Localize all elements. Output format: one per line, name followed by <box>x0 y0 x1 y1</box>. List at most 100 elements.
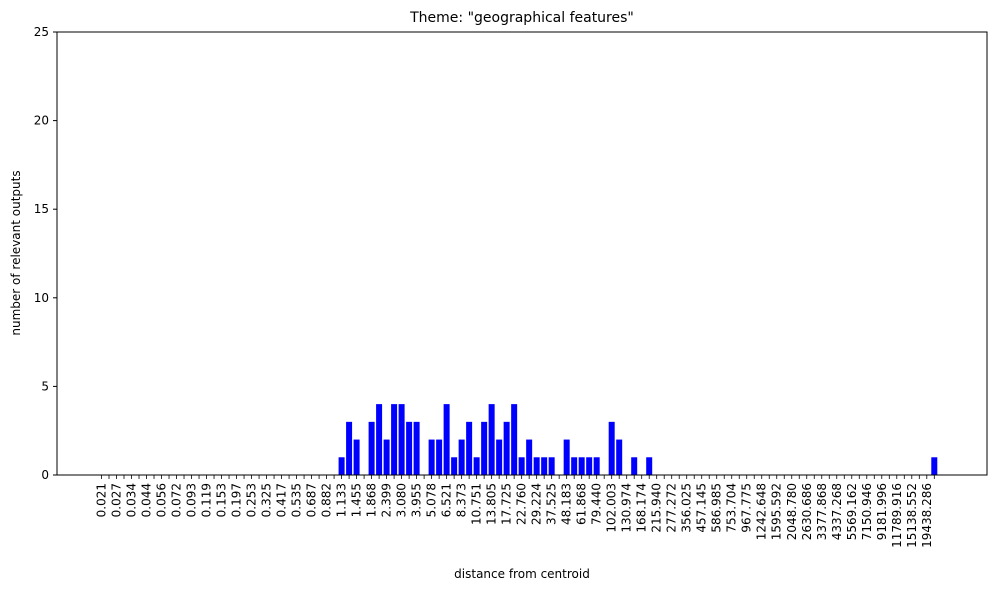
y-tick-label: 20 <box>34 114 49 128</box>
x-tick-label: 79.440 <box>590 483 604 525</box>
x-tick-label: 0.687 <box>305 483 319 517</box>
x-tick-label: 29.224 <box>530 483 544 525</box>
bar-37.525 <box>548 457 555 475</box>
x-tick-label: 102.003 <box>605 483 619 533</box>
y-tick-label: 15 <box>34 202 49 216</box>
bar-9.488 <box>466 421 473 475</box>
x-tick-label: 22.760 <box>515 483 529 525</box>
bar-1.455 <box>353 439 360 475</box>
x-axis-title: distance from centroid <box>454 567 590 581</box>
x-tick-label: 1.868 <box>365 483 379 517</box>
x-tick-label: 356.025 <box>680 483 694 533</box>
x-tick-label: 3377.868 <box>815 483 829 540</box>
x-tick-label: 0.325 <box>260 483 274 517</box>
x-tick-label: 0.021 <box>95 483 109 517</box>
x-tick-label: 277.272 <box>665 483 679 533</box>
x-axis: 0.021 0.027 0.034 0.044 0.056 0.072 0.093 0.119… <box>95 475 935 548</box>
bar-15.643 <box>496 439 503 475</box>
bar-33.115 <box>541 457 548 475</box>
x-tick-label: 457.145 <box>695 483 709 533</box>
bar-25.790 <box>526 439 533 475</box>
x-tick-label: 3.080 <box>395 483 409 517</box>
x-tick-label: 0.119 <box>200 483 214 517</box>
bars-group <box>338 404 938 475</box>
bar-48.183 <box>563 439 570 475</box>
x-tick-label: 0.056 <box>155 483 169 517</box>
y-tick-label: 10 <box>34 291 49 305</box>
x-tick-label: 10.751 <box>470 483 484 525</box>
x-tick-label: 130.974 <box>620 483 634 533</box>
x-tick-label: 1.133 <box>335 483 349 517</box>
y-tick-label: 0 <box>41 468 49 482</box>
chart-title: Theme: "geographical features" <box>409 10 634 26</box>
plot-frame <box>56 31 988 476</box>
x-tick-label: 168.174 <box>635 483 649 533</box>
x-tick-label: 11789.916 <box>890 483 904 548</box>
x-tick-label: 8.373 <box>455 483 469 517</box>
x-tick-label: 0.197 <box>230 483 244 517</box>
x-tick-label: 7150.946 <box>860 483 874 540</box>
bar-22026.466 <box>931 457 938 475</box>
x-tick-label: 19438.286 <box>920 483 934 548</box>
x-tick-label: 61.868 <box>575 483 589 525</box>
x-tick-label: 48.183 <box>560 483 574 525</box>
x-tick-label: 2048.780 <box>785 483 799 540</box>
x-tick-label: 0.535 <box>290 483 304 517</box>
y-axis-title: number of relevant outputs <box>9 170 23 335</box>
bar-6.521 <box>443 404 450 475</box>
x-tick-label: 0.027 <box>110 483 124 517</box>
bar-22.760 <box>518 457 525 475</box>
bar-1.284 <box>346 421 353 475</box>
x-tick-label: 4337.268 <box>830 483 844 540</box>
x-tick-label: 1242.648 <box>755 483 769 540</box>
bar-2.117 <box>376 404 383 475</box>
x-tick-label: 9181.996 <box>875 483 889 540</box>
y-axis: 0 5 10 15 20 25 <box>34 25 57 482</box>
bar-148.413 <box>631 457 638 475</box>
x-tick-label: 6.521 <box>440 483 454 517</box>
x-tick-label: 0.034 <box>125 483 139 517</box>
bar-29.224 <box>533 457 540 475</box>
x-tick-label: 15138.552 <box>905 483 919 548</box>
x-tick-label: 967.775 <box>740 483 754 533</box>
bar-20.086 <box>511 404 518 475</box>
x-tick-label: 753.704 <box>725 483 739 533</box>
x-tick-label: 0.093 <box>185 483 199 517</box>
bar-1.868 <box>368 421 375 475</box>
bar-115.584 <box>616 439 623 475</box>
x-tick-label: 1595.592 <box>770 483 784 540</box>
bar-3.080 <box>398 404 405 475</box>
bar-3.955 <box>413 421 420 475</box>
bar-190.566 <box>646 457 653 475</box>
bar-61.868 <box>578 457 585 475</box>
bar-12.183 <box>481 421 488 475</box>
x-tick-label: 17.725 <box>500 483 514 525</box>
x-tick-label: 5.078 <box>425 483 439 517</box>
x-tick-label: 0.253 <box>245 483 259 517</box>
bar-5.754 <box>436 439 443 475</box>
bar-70.105 <box>586 457 593 475</box>
x-tick-label: 0.072 <box>170 483 184 517</box>
x-tick-label: 2.399 <box>380 483 394 517</box>
bar-17.725 <box>503 421 510 475</box>
x-tick-label: 13.805 <box>485 483 499 525</box>
bar-7.389 <box>451 457 458 475</box>
bar-5.078 <box>428 439 435 475</box>
bar-102.003 <box>608 421 615 475</box>
bar-13.805 <box>488 404 495 475</box>
x-tick-label: 1.455 <box>350 483 364 517</box>
x-tick-label: 0.044 <box>140 483 154 517</box>
bar-8.373 <box>458 439 465 475</box>
bar-10.751 <box>473 457 480 475</box>
bar-79.440 <box>593 457 600 475</box>
x-tick-label: 586.985 <box>710 483 724 533</box>
x-tick-label: 0.417 <box>275 483 289 517</box>
bar-2.718 <box>391 404 398 475</box>
bar-3.490 <box>406 421 413 475</box>
x-tick-label: 0.153 <box>215 483 229 517</box>
x-tick-label: 2630.686 <box>800 483 814 540</box>
x-tick-label: 0.882 <box>320 483 334 517</box>
y-tick-label: 25 <box>34 25 49 39</box>
x-tick-label: 215.940 <box>650 483 664 533</box>
